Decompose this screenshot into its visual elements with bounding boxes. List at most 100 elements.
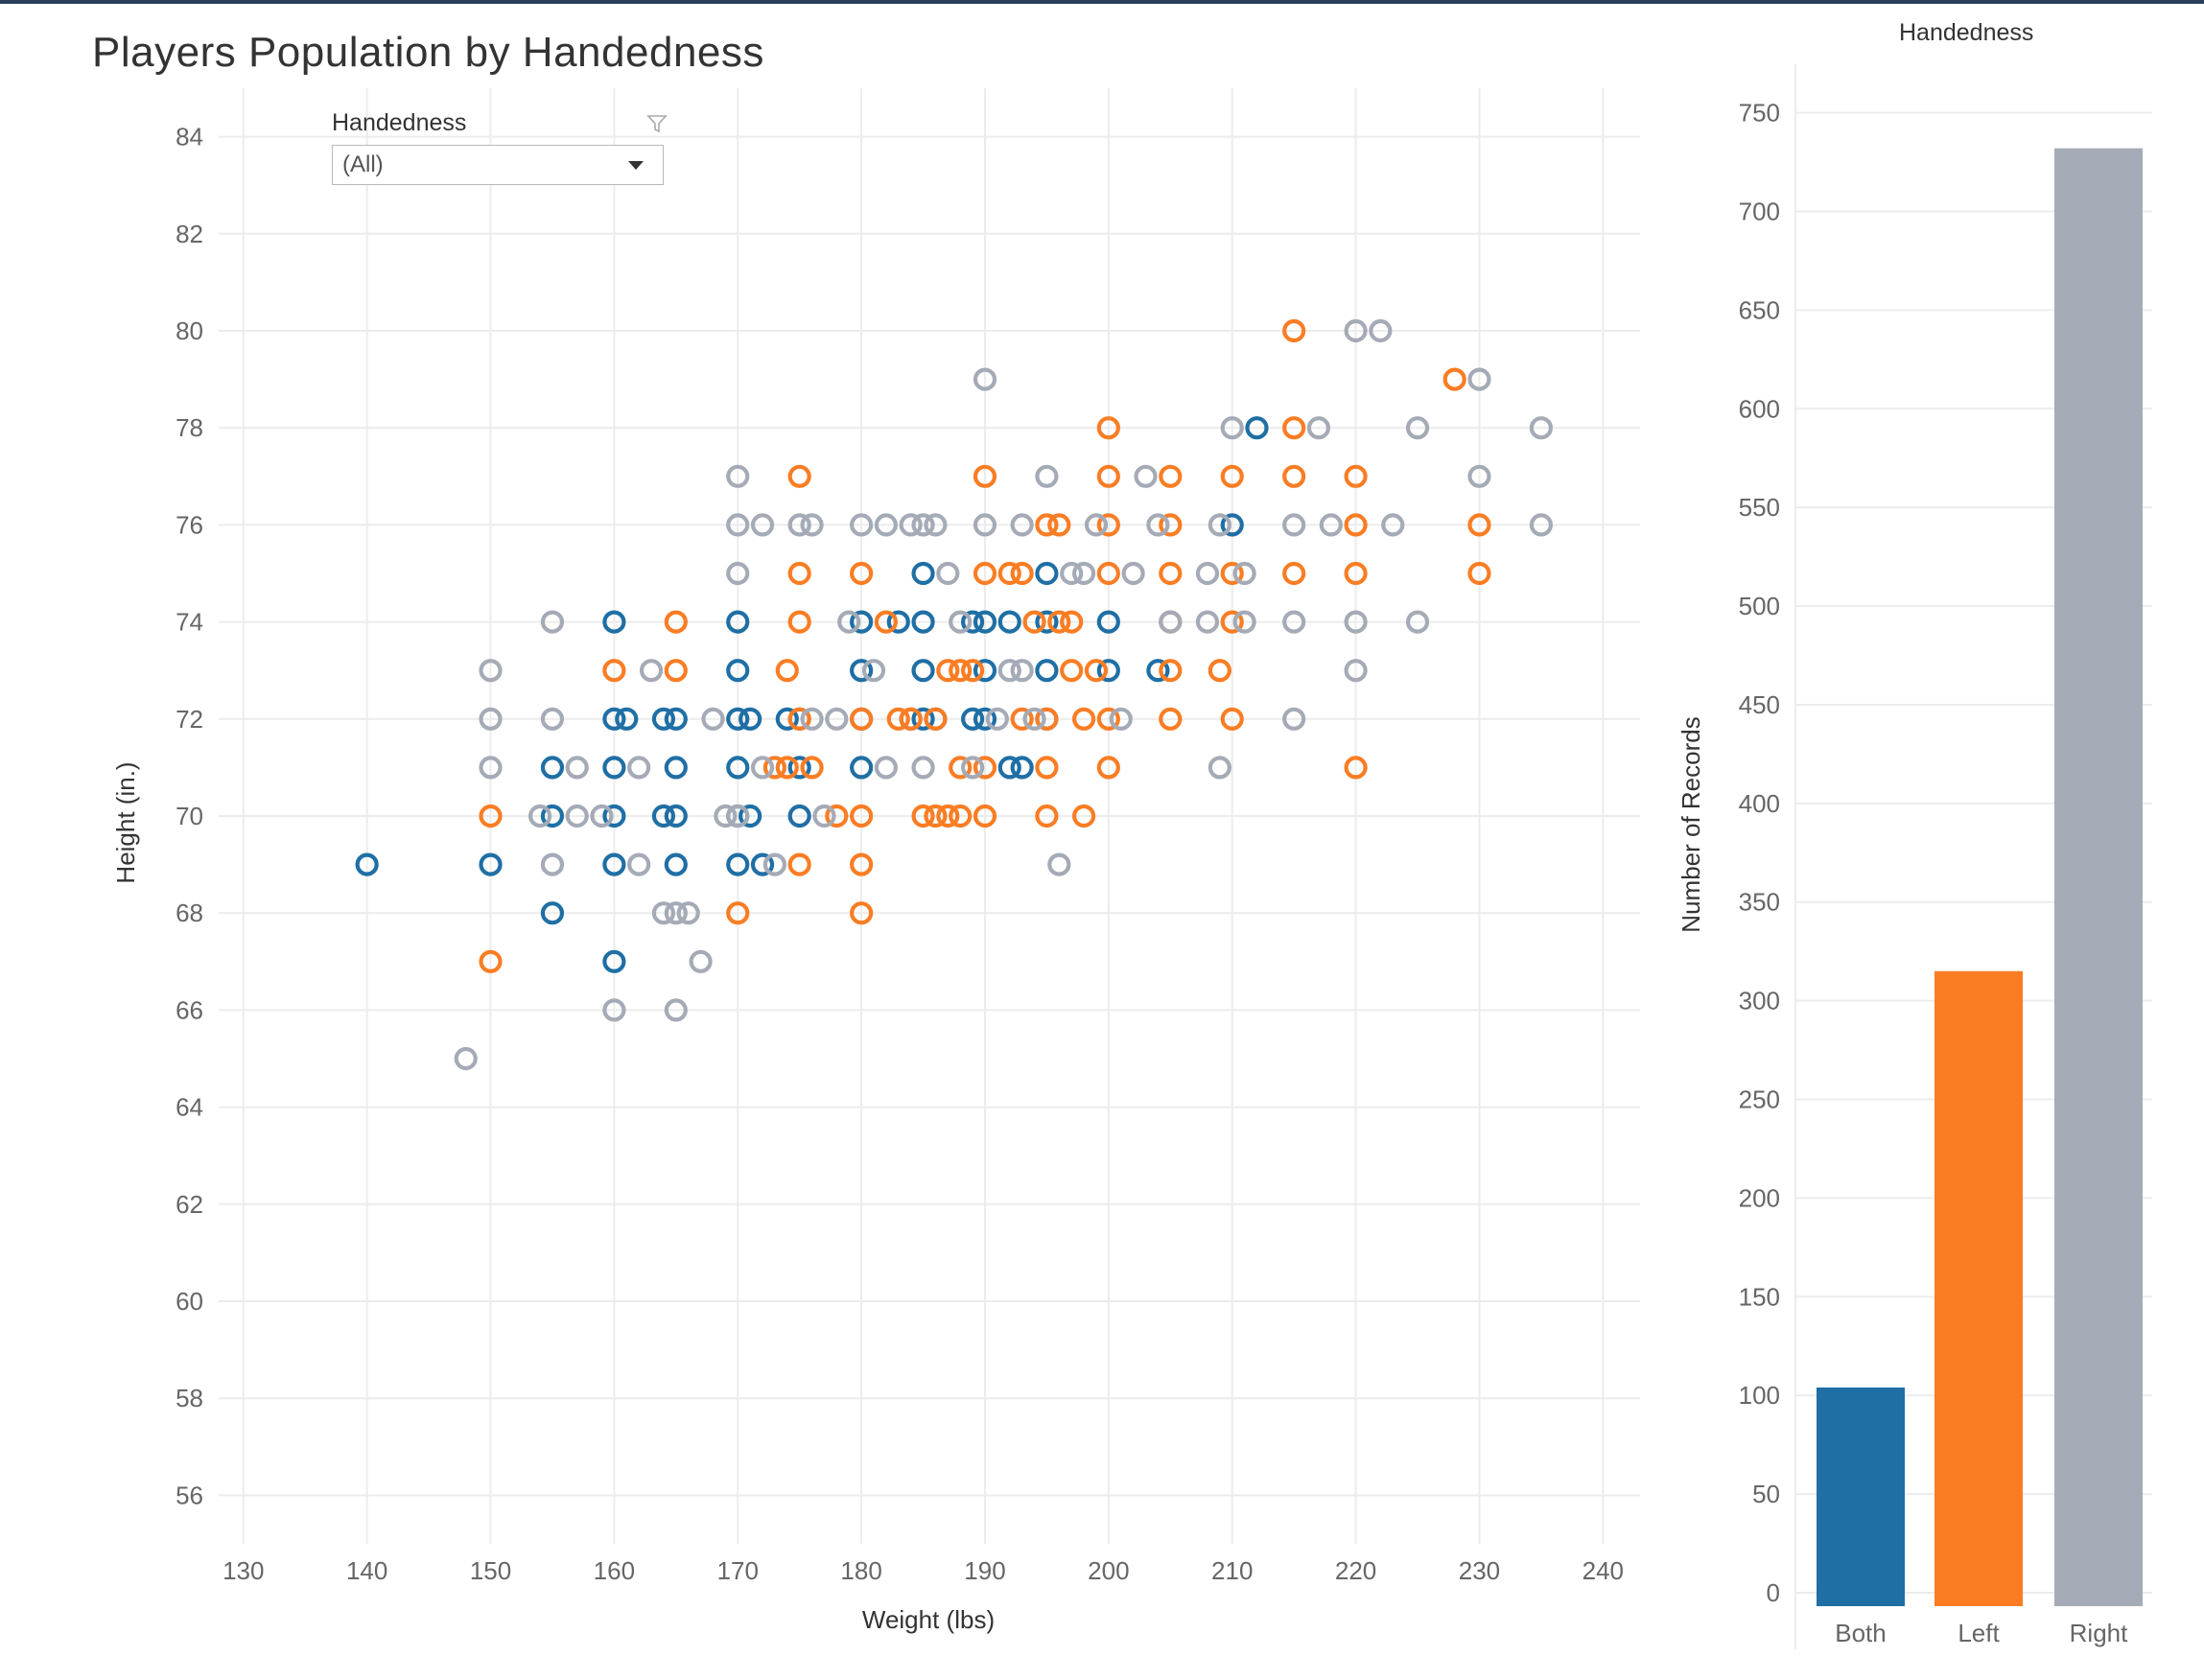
scatter-point-right[interactable] (1010, 513, 1034, 537)
scatter-point-both[interactable] (1010, 756, 1034, 780)
scatter-point-left[interactable] (602, 659, 626, 683)
scatter-point-right[interactable] (1220, 416, 1244, 440)
scatter-point-right[interactable] (825, 707, 849, 731)
scatter-point-right[interactable] (1121, 561, 1145, 586)
scatter-point-left[interactable] (479, 804, 503, 828)
scatter-point-right[interactable] (565, 804, 589, 828)
scatter-point-right[interactable] (837, 610, 861, 634)
scatter-point-both[interactable] (775, 707, 799, 731)
scatter-point-left[interactable] (1220, 707, 1244, 731)
scatter-point-right[interactable] (949, 610, 973, 634)
scatter-point-left[interactable] (1022, 610, 1046, 634)
scatter-point-left[interactable] (1035, 756, 1059, 780)
scatter-point-left[interactable] (850, 707, 874, 731)
scatter-point-left[interactable] (1035, 804, 1059, 828)
bar-left[interactable] (1934, 970, 2023, 1606)
scatter-point-left[interactable] (1159, 513, 1183, 537)
scatter-point-both[interactable] (540, 756, 565, 780)
scatter-point-right[interactable] (1369, 318, 1393, 343)
scatter-point-both[interactable] (911, 659, 935, 683)
scatter-point-left[interactable] (850, 561, 874, 586)
scatter-point-left[interactable] (973, 756, 997, 780)
scatter-point-both[interactable] (355, 852, 379, 876)
scatter-point-right[interactable] (911, 513, 935, 537)
scatter-point-right[interactable] (861, 659, 886, 683)
scatter-point-right[interactable] (874, 513, 898, 537)
scatter-point-right[interactable] (899, 513, 923, 537)
scatter-point-left[interactable] (1282, 416, 1306, 440)
scatter-point-both[interactable] (739, 804, 762, 828)
scatter-point-left[interactable] (1071, 707, 1096, 731)
scatter-point-left[interactable] (936, 659, 960, 683)
scatter-point-left[interactable] (924, 707, 948, 731)
scatter-point-left[interactable] (949, 659, 973, 683)
scatter-point-right[interactable] (1344, 610, 1368, 634)
scatter-point-both[interactable] (615, 707, 639, 731)
scatter-point-left[interactable] (1096, 561, 1120, 586)
scatter-point-right[interactable] (1282, 610, 1306, 634)
scatter-point-right[interactable] (1306, 416, 1331, 440)
scatter-point-right[interactable] (850, 513, 874, 537)
scatter-point-right[interactable] (961, 756, 985, 780)
scatter-point-right[interactable] (1467, 367, 1491, 391)
scatter-point-right[interactable] (750, 513, 775, 537)
scatter-point-both[interactable] (973, 707, 997, 731)
scatter-point-left[interactable] (973, 464, 997, 488)
scatter-point-right[interactable] (762, 852, 787, 876)
scatter-point-right[interactable] (1146, 513, 1170, 537)
scatter-point-right[interactable] (565, 756, 589, 780)
scatter-point-right[interactable] (1319, 513, 1343, 537)
scatter-point-left[interactable] (1220, 610, 1244, 634)
scatter-point-right[interactable] (1159, 610, 1183, 634)
scatter-point-left[interactable] (899, 707, 923, 731)
scatter-point-right[interactable] (602, 998, 626, 1022)
scatter-point-right[interactable] (800, 707, 824, 731)
scatter-point-left[interactable] (1282, 561, 1306, 586)
scatter-point-left[interactable] (825, 804, 849, 828)
scatter-point-both[interactable] (664, 756, 688, 780)
scatter-point-right[interactable] (1047, 852, 1071, 876)
scatter-point-left[interactable] (1047, 610, 1071, 634)
scatter-point-both[interactable] (602, 949, 626, 973)
scatter-point-both[interactable] (602, 756, 626, 780)
scatter-point-right[interactable] (800, 513, 824, 537)
scatter-point-both[interactable] (1245, 416, 1269, 440)
scatter-point-both[interactable] (911, 561, 935, 586)
scatter-point-right[interactable] (627, 756, 651, 780)
scatter-point-right[interactable] (454, 1046, 478, 1071)
scatter-point-right[interactable] (750, 756, 775, 780)
scatter-point-both[interactable] (961, 610, 985, 634)
scatter-point-right[interactable] (1344, 659, 1368, 683)
scatter-point-left[interactable] (850, 852, 874, 876)
scatter-point-right[interactable] (1529, 513, 1554, 537)
scatter-point-both[interactable] (911, 707, 935, 731)
scatter-point-left[interactable] (1096, 756, 1120, 780)
scatter-point-both[interactable] (726, 610, 750, 634)
scatter-point-right[interactable] (985, 707, 1009, 731)
scatter-point-left[interactable] (1071, 804, 1096, 828)
scatter-point-both[interactable] (1096, 610, 1120, 634)
scatter-point-right[interactable] (639, 659, 664, 683)
scatter-point-right[interactable] (936, 561, 960, 586)
scatter-point-both[interactable] (664, 852, 688, 876)
scatter-point-left[interactable] (874, 610, 898, 634)
scatter-point-right[interactable] (1010, 659, 1034, 683)
scatter-point-both[interactable] (664, 707, 688, 731)
scatter-point-right[interactable] (1071, 561, 1096, 586)
scatter-point-right[interactable] (1282, 513, 1306, 537)
funnel-icon[interactable] (646, 113, 668, 134)
chevron-down-icon[interactable] (628, 161, 644, 170)
scatter-point-left[interactable] (1282, 464, 1306, 488)
scatter-point-both[interactable] (651, 707, 676, 731)
scatter-point-right[interactable] (1467, 464, 1491, 488)
scatter-point-right[interactable] (1232, 561, 1256, 586)
scatter-point-both[interactable] (602, 707, 626, 731)
scatter-point-left[interactable] (1467, 561, 1491, 586)
scatter-point-right[interactable] (1208, 756, 1231, 780)
scatter-point-left[interactable] (787, 561, 811, 586)
scatter-point-left[interactable] (1442, 367, 1466, 391)
scatter-point-right[interactable] (1282, 707, 1306, 731)
scatter-point-left[interactable] (1159, 707, 1183, 731)
scatter-point-left[interactable] (1084, 659, 1109, 683)
scatter-point-right[interactable] (1060, 561, 1084, 586)
